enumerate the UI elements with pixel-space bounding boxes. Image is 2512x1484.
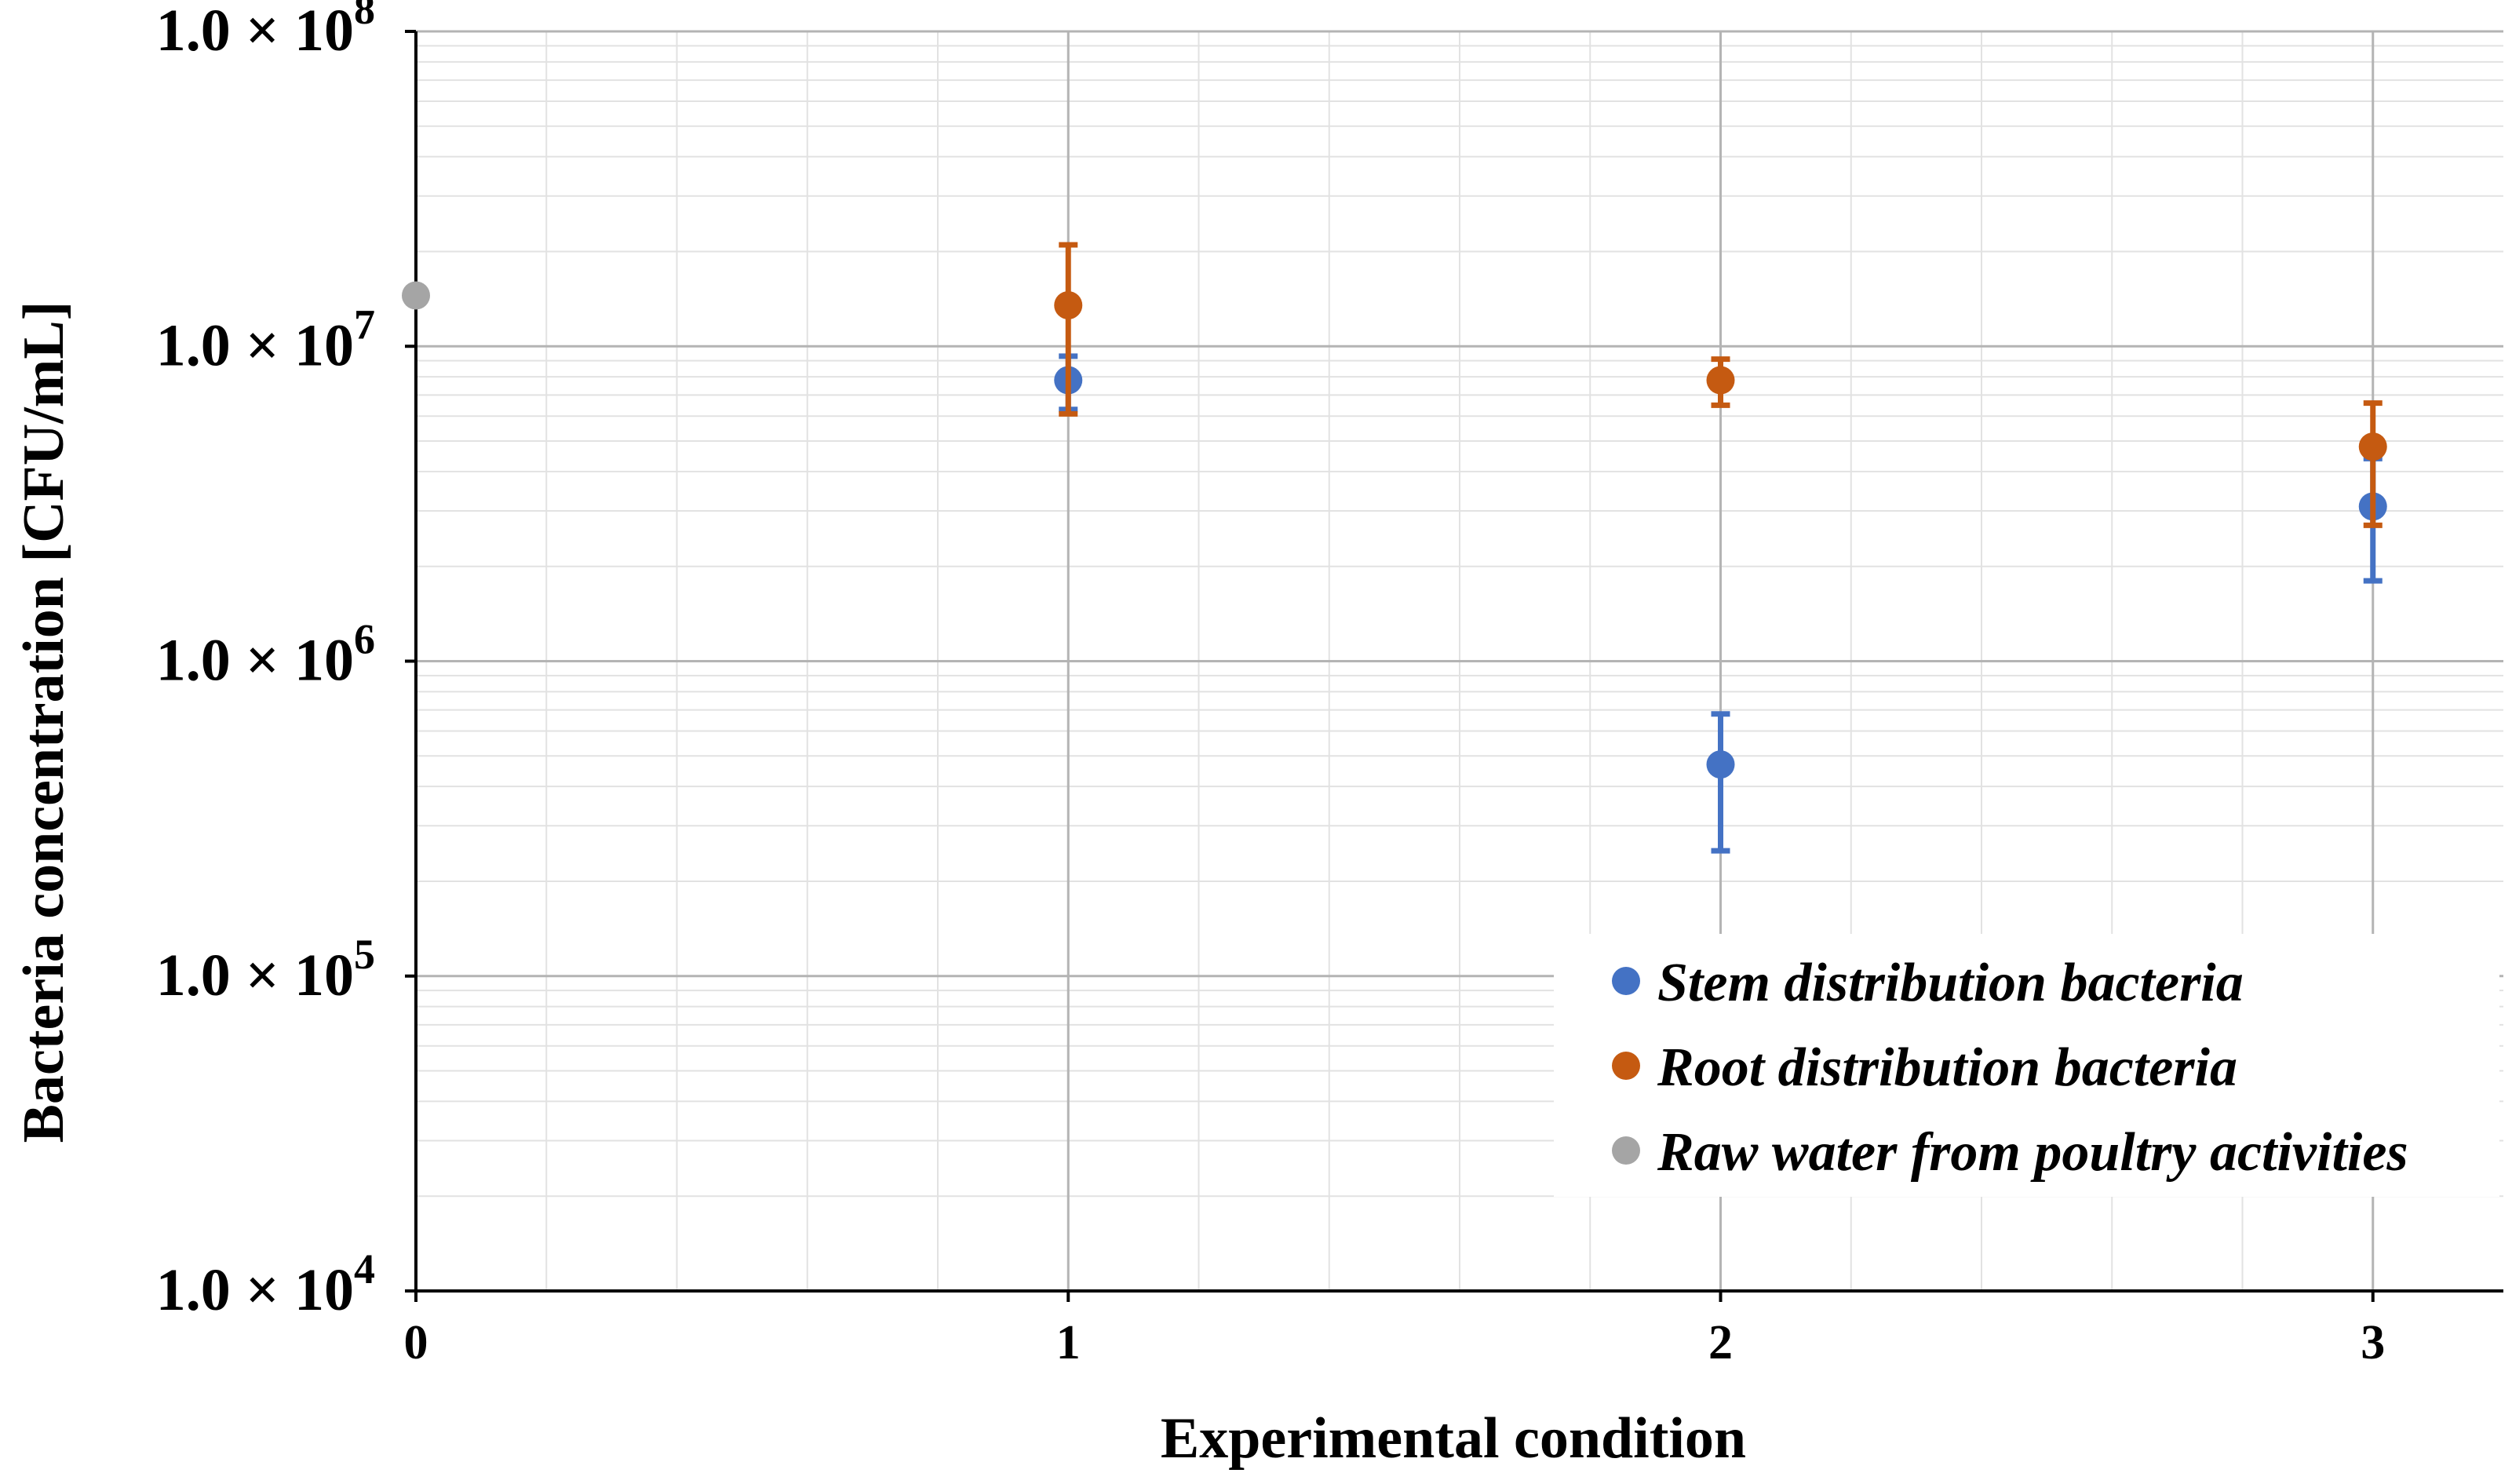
y-tick-exponent: 8 bbox=[354, 0, 375, 33]
x-axis-title: Experimental condition bbox=[1161, 1406, 1746, 1471]
y-tick-exponent: 7 bbox=[354, 301, 375, 348]
legend-box bbox=[1554, 934, 2499, 1197]
legend-marker bbox=[1612, 1136, 1640, 1165]
y-tick-label: 1.0 × 105 bbox=[156, 931, 375, 1008]
legend-marker bbox=[1612, 967, 1640, 995]
legend: Stem distribution bacteria Root distribut… bbox=[1554, 934, 2499, 1197]
series-group bbox=[402, 281, 430, 310]
y-tick-exponent: 5 bbox=[354, 931, 375, 978]
y-tick-mantissa: 1.0 × 10 bbox=[156, 0, 354, 64]
data-point bbox=[1054, 290, 1083, 319]
y-tick-label: 1.0 × 106 bbox=[156, 616, 375, 694]
y-axis-title: Bacteria concentration [CFU/mL] bbox=[12, 301, 76, 1143]
series bbox=[402, 242, 2387, 854]
data-point bbox=[2358, 432, 2387, 461]
x-tick-label: 2 bbox=[1708, 1316, 1733, 1369]
grid bbox=[416, 30, 2503, 1293]
x-tick-label: 0 bbox=[404, 1316, 428, 1369]
y-tick-label: 1.0 × 104 bbox=[156, 1245, 375, 1323]
data-point bbox=[402, 281, 430, 310]
x-tick-label: 1 bbox=[1056, 1316, 1081, 1369]
y-tick-label: 1.0 × 108 bbox=[156, 0, 375, 64]
legend-label: Raw water from poultry activities bbox=[1657, 1122, 2408, 1183]
y-tick-label: 1.0 × 107 bbox=[156, 301, 375, 378]
y-tick-mantissa: 1.0 × 10 bbox=[156, 943, 354, 1008]
series-group bbox=[1054, 242, 2387, 528]
legend-marker bbox=[1612, 1052, 1640, 1080]
x-tick-labels: 0 1 2 3 bbox=[404, 1316, 2386, 1369]
legend-label: Root distribution bacteria bbox=[1657, 1037, 2237, 1098]
data-point bbox=[1706, 366, 1735, 395]
y-tick-exponent: 6 bbox=[354, 616, 375, 663]
y-tick-mantissa: 1.0 × 10 bbox=[156, 628, 354, 694]
y-tick-mantissa: 1.0 × 10 bbox=[156, 1257, 354, 1323]
x-tick-label: 3 bbox=[2361, 1316, 2385, 1369]
y-tick-exponent: 4 bbox=[354, 1245, 375, 1293]
legend-label: Stem distribution bacteria bbox=[1657, 953, 2244, 1013]
y-tick-mantissa: 1.0 × 10 bbox=[156, 312, 354, 378]
axes bbox=[405, 30, 2503, 1302]
data-point bbox=[1706, 750, 1735, 779]
